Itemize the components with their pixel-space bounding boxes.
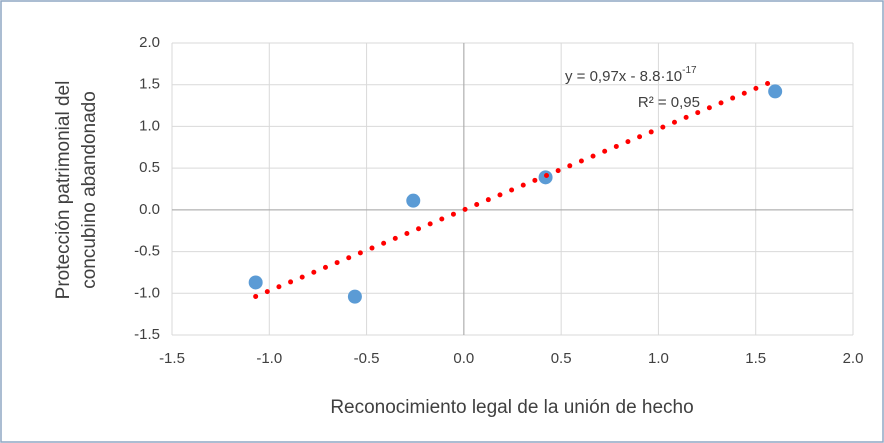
y-tick-label: -1.5: [134, 326, 160, 343]
y-tick-label: -0.5: [134, 243, 160, 260]
y-axis-title-line: Protección patrimonial del: [53, 81, 74, 300]
y-tick-label: 0.0: [139, 201, 160, 218]
y-tick-label: 0.5: [139, 159, 160, 176]
y-axis-title-line: concubino abandonado: [79, 91, 100, 289]
equation-text: y = 0,97x - 8.8·10: [565, 68, 682, 85]
y-tick-label: 1.0: [139, 117, 160, 134]
y-axis-title: Protección patrimonial del concubino aba…: [53, 81, 100, 300]
point: [248, 275, 263, 290]
point: [347, 289, 362, 304]
x-axis-title: Reconocimiento legal de la unión de hech…: [330, 397, 693, 418]
x-tick-label: -1.0: [256, 350, 282, 367]
x-tick-label: 0.5: [551, 350, 572, 367]
x-tick-label: 0.0: [453, 350, 474, 367]
x-tick-label: 1.5: [745, 350, 766, 367]
y-tick-label: 2.0: [139, 34, 160, 51]
grid: -1.5 -1.0 -0.5 0.0 0.5 1.0 1.5 2.0 -1.5 -1.0 -0.5 0…: [134, 34, 863, 367]
r-squared: R² = 0,95: [638, 94, 700, 111]
trendline-equation: y = 0,97x - 8.8·10-17: [565, 65, 697, 85]
y-tick-label: 1.5: [139, 76, 160, 93]
x-tick-label: 2.0: [843, 350, 864, 367]
x-tick-label: 1.0: [648, 350, 669, 367]
y-tick-label: -1.0: [134, 284, 160, 301]
x-tick-label: -0.5: [354, 350, 380, 367]
equation-exponent: -17: [682, 65, 697, 76]
x-tick-label: -1.5: [159, 350, 185, 367]
point: [768, 84, 783, 99]
marks: [248, 77, 783, 304]
point: [406, 193, 421, 208]
